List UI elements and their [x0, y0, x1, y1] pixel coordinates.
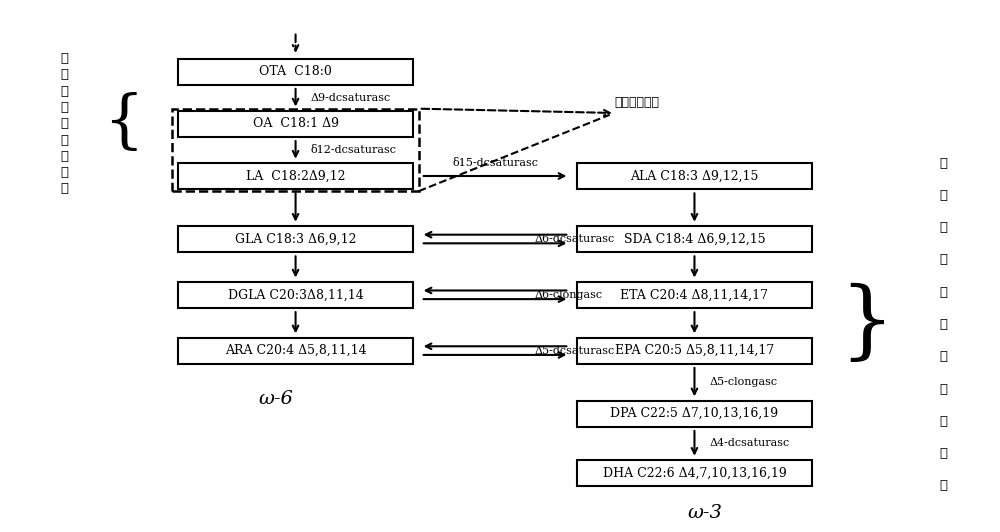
Text: δ15-dcsaturasc: δ15-dcsaturasc — [452, 158, 538, 168]
FancyBboxPatch shape — [178, 226, 413, 252]
Text: OA  C18:1 Δ9: OA C18:1 Δ9 — [253, 117, 339, 130]
Text: ALA C18:3 Δ9,12,15: ALA C18:3 Δ9,12,15 — [630, 170, 759, 182]
Text: Δ9-dcsaturasc: Δ9-dcsaturasc — [311, 93, 391, 103]
Text: 母: 母 — [60, 182, 68, 195]
FancyBboxPatch shape — [178, 338, 413, 363]
Text: GLA C18:3 Δ6,9,12: GLA C18:3 Δ6,9,12 — [235, 232, 356, 245]
Text: Δ6-dcsaturasc: Δ6-dcsaturasc — [535, 234, 615, 244]
Text: SDA C18:4 Δ6,9,12,15: SDA C18:4 Δ6,9,12,15 — [624, 232, 765, 245]
Text: DPA C22:5 Δ7,10,13,16,19: DPA C22:5 Δ7,10,13,16,19 — [610, 407, 779, 420]
FancyBboxPatch shape — [178, 59, 413, 85]
FancyBboxPatch shape — [577, 460, 812, 486]
Text: 高: 高 — [60, 85, 68, 98]
Text: 生: 生 — [940, 286, 948, 298]
FancyBboxPatch shape — [577, 338, 812, 363]
Text: 纸: 纸 — [940, 383, 948, 396]
Text: Δ4-dcsaturasc: Δ4-dcsaturasc — [709, 438, 790, 448]
Text: 植: 植 — [60, 117, 68, 130]
Text: LA  C18:2Δ9,12: LA C18:2Δ9,12 — [246, 170, 345, 182]
Text: 游: 游 — [940, 253, 948, 267]
Text: 多: 多 — [60, 52, 68, 65]
Text: EPA C20:5 Δ5,8,11,14,17: EPA C20:5 Δ5,8,11,14,17 — [615, 344, 774, 357]
Text: 酵: 酵 — [60, 166, 68, 179]
Text: 洋: 洋 — [940, 189, 948, 202]
Text: δ12-dcsaturasc: δ12-dcsaturasc — [311, 145, 397, 155]
Text: ω-3: ω-3 — [687, 504, 722, 521]
FancyBboxPatch shape — [178, 163, 413, 189]
Text: 物: 物 — [940, 318, 948, 331]
Text: 等: 等 — [940, 415, 948, 428]
Text: Δ5-clongasc: Δ5-clongasc — [709, 377, 778, 387]
Text: 真: 真 — [940, 447, 948, 460]
Text: 数: 数 — [60, 69, 68, 81]
Text: 菌: 菌 — [940, 479, 948, 493]
FancyBboxPatch shape — [178, 111, 413, 137]
Text: {: { — [103, 93, 143, 154]
FancyBboxPatch shape — [577, 226, 812, 252]
Text: 海: 海 — [940, 156, 948, 170]
FancyBboxPatch shape — [577, 282, 812, 307]
Text: }: } — [840, 283, 894, 366]
Text: DGLA C20:3Δ8,11,14: DGLA C20:3Δ8,11,14 — [228, 288, 363, 301]
Text: 、: 、 — [60, 150, 68, 163]
Text: ETA C20:4 Δ8,11,14,17: ETA C20:4 Δ8,11,14,17 — [620, 288, 768, 301]
Text: Δ6-clongasc: Δ6-clongasc — [535, 290, 603, 300]
Text: OTA  C18:0: OTA C18:0 — [259, 65, 332, 78]
Text: 物: 物 — [60, 134, 68, 147]
Text: Δ5-dcsaturasc: Δ5-dcsaturasc — [535, 346, 615, 355]
Text: ARA C20:4 Δ5,8,11,14: ARA C20:4 Δ5,8,11,14 — [225, 344, 366, 357]
Text: 等: 等 — [60, 101, 68, 114]
Text: DHA C22:6 Δ4,7,10,13,16,19: DHA C22:6 Δ4,7,10,13,16,19 — [603, 467, 786, 479]
Text: ω-6: ω-6 — [258, 390, 293, 408]
Text: 哺乳动乳缺少: 哺乳动乳缺少 — [615, 96, 660, 110]
Text: 、: 、 — [940, 350, 948, 363]
FancyBboxPatch shape — [577, 401, 812, 427]
Text: 浮: 浮 — [940, 221, 948, 234]
FancyBboxPatch shape — [577, 163, 812, 189]
FancyBboxPatch shape — [178, 282, 413, 307]
